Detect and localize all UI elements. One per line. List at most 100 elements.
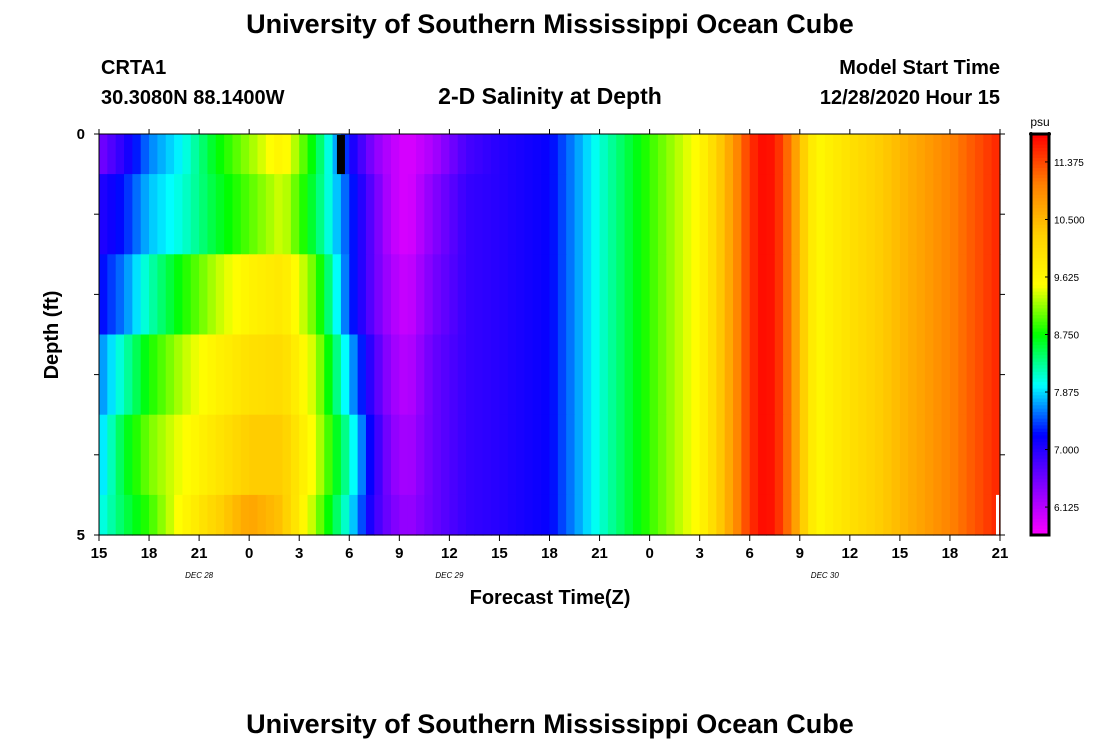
y-axis-label: Depth (ft) <box>41 291 63 380</box>
heatmap-cell <box>991 334 1001 416</box>
heatmap-cell <box>716 334 726 416</box>
heatmap-cell <box>699 334 709 416</box>
heatmap-cell <box>299 494 309 536</box>
heatmap-cell <box>516 254 526 336</box>
colorbar-segment <box>1031 374 1049 379</box>
heatmap-cell <box>332 414 342 496</box>
heatmap-cell <box>199 174 209 255</box>
heatmap-cell <box>674 134 684 175</box>
heatmap-cell <box>774 174 784 255</box>
heatmap-cell <box>557 134 567 175</box>
heatmap-cell <box>307 334 317 416</box>
chart-subtitle: 2-D Salinity at Depth <box>438 83 662 109</box>
heatmap-cell <box>140 494 150 536</box>
heatmap-cell <box>349 414 359 496</box>
heatmap-cell <box>716 174 726 255</box>
heatmap-cell <box>624 254 634 336</box>
heatmap-cell <box>649 134 659 175</box>
heatmap-cell <box>766 174 776 255</box>
heatmap-cell <box>532 174 542 255</box>
colorbar-segment <box>1031 357 1049 362</box>
heatmap-cell <box>249 414 259 496</box>
heatmap-cell <box>941 494 951 536</box>
heatmap-cell <box>299 174 309 255</box>
heatmap-cell <box>966 334 976 416</box>
heatmap-cell <box>507 494 517 536</box>
heatmap-cell <box>758 334 767 416</box>
colorbar-segment <box>1031 234 1049 239</box>
colorbar-segment <box>1031 150 1049 155</box>
heatmap-cell <box>365 334 375 416</box>
heatmap-cell <box>924 174 934 255</box>
heatmap-cell <box>374 334 384 416</box>
heatmap-cell <box>274 174 284 255</box>
heatmap-cell <box>657 134 667 175</box>
heatmap-cell <box>883 414 893 496</box>
heatmap-cell <box>449 334 459 416</box>
colorbar-segment <box>1031 347 1049 352</box>
heatmap-cell <box>933 134 943 175</box>
heatmap-cell <box>641 254 651 336</box>
heatmap-cell <box>891 174 901 255</box>
heatmap-cell <box>582 414 592 496</box>
page-title: University of Southern Mississippi Ocean… <box>246 9 854 39</box>
heatmap-cell <box>174 254 184 336</box>
colorbar-segment <box>1031 134 1049 138</box>
colorbar-segment <box>1031 187 1049 192</box>
heatmap-cell <box>883 254 893 336</box>
x-tick-label: 15 <box>91 545 108 562</box>
x-tick-label: 0 <box>245 545 253 562</box>
colorbar-segment <box>1031 444 1049 449</box>
heatmap-cell <box>357 494 367 536</box>
colorbar-segment <box>1031 481 1049 486</box>
heatmap-cell <box>416 334 425 416</box>
heatmap-cell <box>791 134 801 175</box>
colorbar-segment <box>1031 478 1049 483</box>
heatmap-cell <box>165 414 175 496</box>
colorbar-segment <box>1031 257 1049 262</box>
heatmap-cell <box>733 134 742 175</box>
heatmap-cell <box>874 494 884 536</box>
colorbar-segment <box>1031 341 1049 346</box>
colorbar-corner <box>1029 132 1033 136</box>
colorbar-segment <box>1031 377 1049 382</box>
colorbar-segment <box>1031 327 1049 332</box>
heatmap-cell <box>649 414 659 496</box>
heatmap-cell <box>949 414 959 496</box>
heatmap-cell <box>791 494 801 536</box>
heatmap-cell <box>758 174 767 255</box>
heatmap-cell <box>741 134 751 175</box>
heatmap-cell <box>774 134 784 175</box>
heatmap-cell <box>541 174 551 255</box>
heatmap-cell <box>682 414 692 496</box>
heatmap-cell <box>115 254 125 336</box>
heatmap-cell <box>416 494 425 536</box>
heatmap-cell <box>933 414 943 496</box>
x-tick-label: 6 <box>345 545 353 562</box>
x-axis-label: Forecast Time(Z) <box>470 587 631 609</box>
heatmap-cell <box>724 254 734 336</box>
heatmap-cell <box>157 134 167 175</box>
heatmap-cell <box>657 174 667 255</box>
heatmap-cell <box>507 334 517 416</box>
heatmap-cell <box>549 414 559 496</box>
heatmap-cell <box>357 414 367 496</box>
heatmap-cell <box>416 134 425 175</box>
heatmap-cell <box>165 134 175 175</box>
heatmap-cell <box>691 494 701 536</box>
heatmap-cell <box>482 174 492 255</box>
heatmap-cell <box>808 134 818 175</box>
heatmap-cell <box>791 334 801 416</box>
heatmap-cell <box>557 174 567 255</box>
heatmap-cell <box>849 174 859 255</box>
heatmap-cell <box>532 414 542 496</box>
heatmap-cell <box>541 134 551 175</box>
heatmap-cell <box>532 334 542 416</box>
heatmap-cell <box>390 334 400 416</box>
heatmap-cell <box>290 414 300 496</box>
x-tick-label: 9 <box>395 545 403 562</box>
heatmap-cell <box>799 494 809 536</box>
colorbar-segment <box>1031 344 1049 349</box>
heatmap-cell <box>124 174 133 255</box>
heatmap-cell <box>566 174 576 255</box>
